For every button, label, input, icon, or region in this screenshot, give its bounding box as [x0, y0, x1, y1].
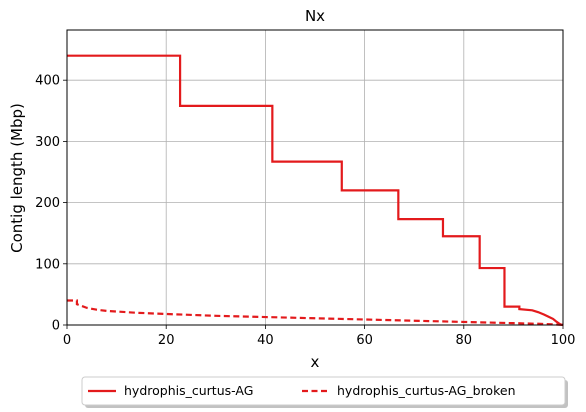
legend-label-dashed: hydrophis_curtus-AG_broken — [337, 383, 516, 398]
y-tick-label: 100 — [35, 257, 60, 272]
series-line-broken — [67, 299, 564, 327]
series-line-main — [67, 54, 564, 327]
x-tick-label: 20 — [158, 333, 175, 348]
x-axis-label: x — [311, 353, 320, 371]
x-tick-label: 80 — [456, 333, 473, 348]
y-tick-label: 300 — [35, 135, 60, 150]
axis-ticks: 0 20 40 60 80 100 0 100 200 300 400 — [35, 74, 575, 348]
plot-frame — [66, 29, 564, 326]
chart-title: Nx — [305, 7, 325, 25]
legend-label-solid: hydrophis_curtus-AG — [124, 383, 253, 398]
y-tick-label: 400 — [35, 74, 60, 89]
series-lines — [67, 54, 564, 327]
x-tick-label: 40 — [257, 333, 274, 348]
y-tick-label: 0 — [52, 319, 60, 334]
y-tick-label: 200 — [35, 196, 60, 211]
legend: hydrophis_curtus-AG hydrophis_curtus-AG_… — [81, 376, 568, 408]
x-tick-label: 60 — [356, 333, 373, 348]
x-tick-label: 0 — [63, 333, 71, 348]
x-tick-label: 100 — [551, 333, 576, 348]
y-axis-label: Contig length (Mbp) — [8, 103, 26, 253]
grid-lines — [66, 30, 564, 326]
